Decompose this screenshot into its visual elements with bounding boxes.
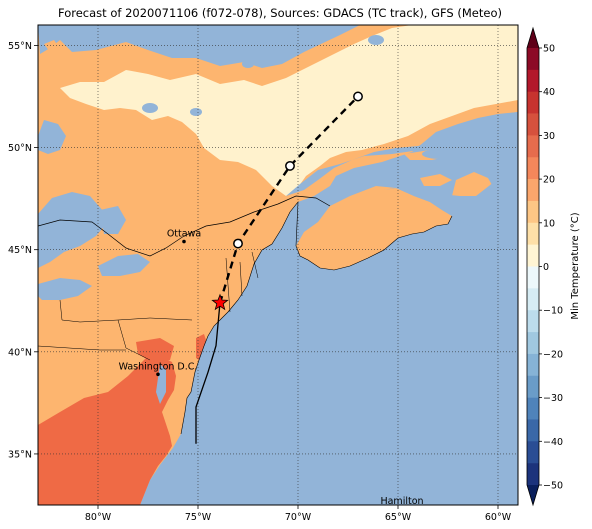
colorbar-band xyxy=(527,375,539,398)
colorbar-band xyxy=(527,135,539,158)
colorbar-band xyxy=(527,200,539,224)
y-tick-label: 50°N xyxy=(8,143,32,154)
track-observed-line xyxy=(195,302,221,444)
colorbar-band xyxy=(527,157,539,180)
gridlines xyxy=(38,25,518,505)
colorbar-tick-label: 20 xyxy=(543,175,555,186)
x-tick-label: 80°W xyxy=(85,512,112,523)
colorbar-tick-label: 10 xyxy=(543,218,555,229)
forecast-points xyxy=(233,91,363,249)
city-label: Washington D.C. xyxy=(119,361,198,372)
colorbar-tick-label: 30 xyxy=(543,131,555,142)
colorbar-tick-label: −10 xyxy=(543,306,563,317)
colorbar-tick-label: −30 xyxy=(543,393,563,404)
water-georgian-bay xyxy=(100,206,126,234)
y-tick-label: 45°N xyxy=(8,245,32,256)
map-panel: Ottawa Washington D.C. Hamilton 80°W 75°W 70… xyxy=(8,24,519,523)
coastline xyxy=(180,201,453,435)
map-title: Forecast of 2020071106 (f072-078), Sourc… xyxy=(58,6,502,20)
colorbar-band xyxy=(527,244,539,267)
map-axis-ticks: 80°W 75°W 70°W 65°W 60°W 55°N 50°N 45°N 40°N 35°N xyxy=(8,41,512,523)
colorbar-band xyxy=(527,222,539,245)
small-lakes xyxy=(142,30,458,159)
colorbar-extend-max xyxy=(527,28,539,48)
current-position-star xyxy=(211,293,229,311)
water-atlantic xyxy=(150,202,518,505)
forecast-point xyxy=(233,238,243,249)
colorbar-band xyxy=(527,288,539,311)
colorbar-band xyxy=(527,91,539,114)
water-lake-ontario xyxy=(98,254,150,276)
colorbar-band xyxy=(527,69,539,92)
state-borders xyxy=(38,251,259,361)
forecast-point xyxy=(285,160,295,171)
city-label: Hamilton xyxy=(380,496,423,507)
x-tick-label: 65°W xyxy=(385,512,412,523)
colorbar-label: Min Temperature (°C) xyxy=(570,212,581,319)
colorbar-tick-label: 0 xyxy=(543,262,549,273)
country-border xyxy=(38,195,331,257)
colorbar-tick-label: 50 xyxy=(543,44,555,55)
map-frame xyxy=(37,24,519,506)
y-tick-label: 35°N xyxy=(8,449,32,460)
city-label: Ottawa xyxy=(167,229,201,240)
colorbar-band xyxy=(527,48,539,71)
colorbar-band xyxy=(527,353,539,377)
city-dot xyxy=(400,507,404,511)
colorbar-band xyxy=(527,397,539,420)
x-tick-label: 70°W xyxy=(285,512,312,523)
land-zone-20-30-dc xyxy=(136,338,174,362)
colorbar-band xyxy=(527,179,539,202)
colorbar: 50 40 30 20 10 0 −10 −20 −30 −40 −50 Min Temperatu… xyxy=(526,26,581,507)
land-zone-20-30 xyxy=(38,354,176,505)
water-lake-superior xyxy=(38,120,66,154)
colorbar-band xyxy=(527,419,539,442)
city-dot xyxy=(156,372,160,377)
water-chesapeake xyxy=(156,364,166,404)
colorbar-band xyxy=(527,441,539,464)
city-dot xyxy=(182,239,186,244)
colorbar-ticks: 50 40 30 20 10 0 −10 −20 −30 −40 −50 xyxy=(539,44,563,492)
colorbar-tick-label: 40 xyxy=(543,87,555,98)
land-zone-20-30-nj xyxy=(196,334,208,362)
land-maritimes xyxy=(296,186,452,270)
colorbar-tick-label: −50 xyxy=(543,481,563,492)
colorbar-tick-label: −40 xyxy=(543,437,563,448)
colorbar-band xyxy=(527,113,539,136)
x-tick-label: 60°W xyxy=(485,512,512,523)
forecast-point xyxy=(353,91,363,102)
colorbar-extend-min xyxy=(527,485,539,505)
land-pei xyxy=(420,174,452,186)
water-james-bay-islands xyxy=(44,40,58,52)
city-markers: Ottawa Washington D.C. Hamilton xyxy=(119,229,424,511)
colorbar-band xyxy=(527,310,539,333)
track-forecast-line xyxy=(218,95,359,304)
y-tick-label: 40°N xyxy=(8,347,32,358)
colorbar-band xyxy=(527,266,539,289)
colorbar-bands xyxy=(527,48,539,486)
colorbar-band xyxy=(527,463,539,486)
y-tick-label: 55°N xyxy=(8,41,32,52)
water-lake-huron xyxy=(38,192,108,268)
water-lake-erie xyxy=(38,278,92,300)
colorbar-tick-label: −20 xyxy=(543,349,563,360)
x-tick-label: 75°W xyxy=(185,512,212,523)
water-gulf-south xyxy=(384,182,518,260)
colorbar-band xyxy=(527,332,539,355)
land-zone-0-10 xyxy=(60,25,518,196)
